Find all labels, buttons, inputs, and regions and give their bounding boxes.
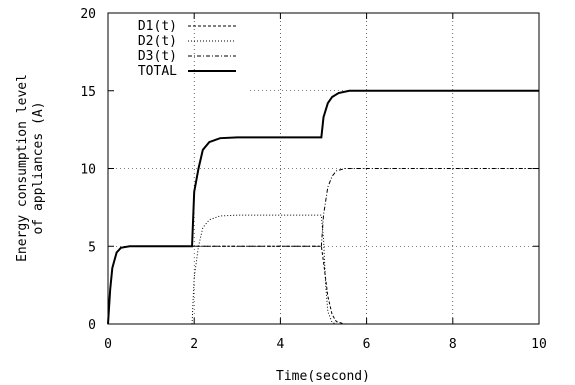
legend-label: TOTAL	[138, 64, 177, 79]
y-tick-label: 5	[88, 240, 96, 255]
y-tick-labels: 0 5 10 15 20	[80, 7, 96, 333]
axis-ticks	[107, 12, 540, 325]
legend-label: D3(t)	[138, 49, 177, 64]
x-tick-label: 0	[104, 337, 112, 352]
legend-label: D1(t)	[138, 19, 177, 34]
series-line	[108, 214, 539, 325]
legend-label: D2(t)	[138, 34, 177, 49]
x-tick-label: 4	[276, 337, 284, 352]
y-tick-label: 0	[88, 318, 96, 333]
x-tick-label: 2	[190, 337, 198, 352]
series-line	[107, 89, 539, 325]
x-tick-labels: 0 2 4 6 8 10	[104, 337, 547, 352]
series-line	[107, 245, 539, 325]
plot-series	[107, 89, 539, 325]
y-tick-label: 20	[80, 7, 96, 22]
x-tick-label: 8	[449, 337, 457, 352]
y-tick-label: 15	[80, 85, 96, 100]
x-tick-label: 6	[363, 337, 371, 352]
x-tick-label: 10	[531, 337, 547, 352]
y-axis-title-line-1: Energy consumption level	[15, 74, 30, 262]
legend: D1(t)D2(t)D3(t)TOTAL	[138, 19, 236, 79]
x-axis-title: Time(second)	[276, 369, 370, 384]
y-axis-title-line-2: of appliances (A)	[31, 101, 46, 234]
y-tick-label: 10	[80, 163, 96, 178]
